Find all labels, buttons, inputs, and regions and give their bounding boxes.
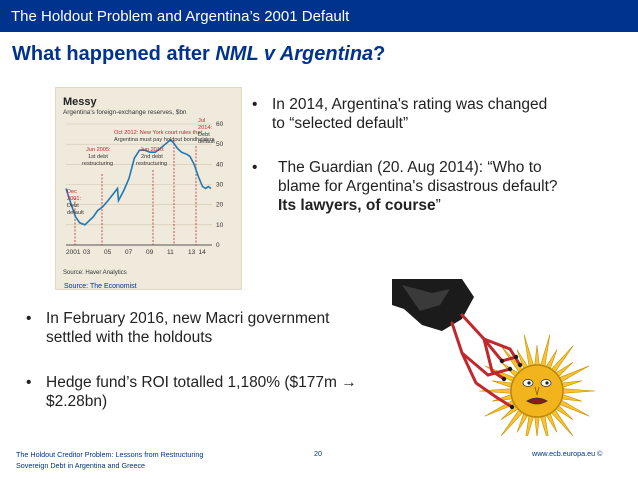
sun-ray xyxy=(540,334,551,367)
y-tick-label: 0 xyxy=(216,242,220,249)
footer-line: The Holdout Creditor Problem: Lessons fr… xyxy=(16,450,204,459)
y-tick-label: 10 xyxy=(216,222,224,229)
jun2005-note-l1: Jun 2005: xyxy=(86,147,111,153)
sun-ray xyxy=(550,409,574,436)
x-tick-label: 05 xyxy=(104,249,112,256)
jun2005-note-l2: 1st debt xyxy=(88,154,108,160)
slide-title-prefix: What happened after xyxy=(12,43,216,65)
dec2001-note-l1: Dec xyxy=(67,189,77,195)
reserves-chart: Messy Argentina's foreign-exchange reser… xyxy=(55,87,242,290)
y-tick-label: 50 xyxy=(216,141,224,148)
dec2001-note-l2: 2001: xyxy=(67,196,81,202)
bullet-text-line: settled with the holdouts xyxy=(46,329,213,346)
jun2010-note-l2: 2nd debt xyxy=(141,154,163,160)
bullet-rating: • In 2014, Argentina's rating was change… xyxy=(252,95,547,133)
sun-pupil-icon xyxy=(527,381,531,385)
jul2014-note-l4: default xyxy=(198,139,215,145)
jun2010-note-l3: restructuring xyxy=(136,161,167,167)
page-number: 20 xyxy=(314,449,322,458)
sun-pupil-icon xyxy=(545,381,549,385)
vulture-talons-icon xyxy=(450,313,522,409)
chart-header: Messy xyxy=(63,96,97,108)
vulture-wing-icon xyxy=(402,285,450,311)
sun-nose-icon xyxy=(534,386,540,396)
footer-left: The Holdout Creditor Problem: Lessons fr… xyxy=(16,449,203,471)
bullet-bold-phrase: Its lawyers, of course xyxy=(278,197,436,214)
y-tick-label: 40 xyxy=(216,161,224,168)
bullet-text-line: blame for Argentina's disastrous default… xyxy=(278,178,558,195)
figure-caption: Source: The Economist xyxy=(64,283,137,290)
slide-title-suffix: ? xyxy=(373,43,386,65)
jul2014-note-l3: Debt xyxy=(198,132,210,138)
bullet-dot: • xyxy=(252,96,258,113)
reserves-series-line xyxy=(65,139,212,226)
jun2010-note-l1: Jun 2010: xyxy=(140,147,165,153)
sun-ray xyxy=(492,380,513,388)
x-tick-label: 11 xyxy=(167,249,174,256)
sun-ray xyxy=(500,409,524,436)
bullet-dot: • xyxy=(26,310,32,327)
vulture-sun-cartoon xyxy=(392,279,596,436)
sun-ray xyxy=(534,344,540,366)
sun-ray xyxy=(550,345,574,373)
y-tick-label: 60 xyxy=(216,121,224,128)
chart-source: Source: Haver Analytics xyxy=(63,270,127,276)
bullet-macri: • In February 2016, new Macri government… xyxy=(26,309,329,347)
bullet-roi: • Hedge fund’s ROI totalled 1,180% ($177… xyxy=(26,373,357,411)
bullet-dot: • xyxy=(252,159,258,176)
header-bar: The Holdout Problem and Argentina’s 2001… xyxy=(0,0,638,32)
bullet-guardian: • The Guardian (20. Aug 2014): “Who to b… xyxy=(252,158,558,215)
x-tick-label: 13 xyxy=(188,249,196,256)
jul2014-note-l2: 2014: xyxy=(198,125,212,131)
sun-mouth-icon xyxy=(526,397,548,405)
oct2012-note-l2: Argentina must pay holdout bondholders xyxy=(114,137,215,143)
x-tick-label: 2001 xyxy=(66,249,81,256)
sun-ray xyxy=(562,388,596,394)
sun-ray xyxy=(523,334,534,367)
bullet-text-line: to “selected default” xyxy=(272,115,409,132)
footer-url: www.ecb.europa.eu © xyxy=(532,449,603,458)
sun-ray xyxy=(561,394,582,402)
sun-face-icon xyxy=(510,364,564,418)
x-tick-label: 03 xyxy=(83,249,91,256)
bullet-text-line: In February 2016, new Macri government xyxy=(46,310,330,327)
dec2001-note-l3: Debt xyxy=(67,203,79,209)
bullet-tail: ” xyxy=(435,197,441,214)
x-tick-label: 09 xyxy=(146,249,154,256)
dec2001-note-l4: default xyxy=(67,210,84,216)
chart-plot: 0 10 20 30 40 50 60 2001 03 05 07 09 11 13 14 Oct 201… xyxy=(65,118,224,256)
bullet-text-line: The Guardian (20. Aug 2014): “Who to xyxy=(278,159,542,176)
bullet-text-line: $2.28bn) xyxy=(46,393,108,410)
y-tick-label: 30 xyxy=(216,182,224,189)
sun-ray xyxy=(534,416,540,436)
jul2014-note-l1: Jul xyxy=(198,118,205,124)
bullet-dot: • xyxy=(26,374,32,391)
talon-claws-icon xyxy=(499,354,523,410)
chart-subtitle: Argentina's foreign-exchange reserves, $… xyxy=(63,109,187,116)
x-tick-label: 14 xyxy=(199,249,207,256)
oct2012-note-l1: Oct 2012: New York court rules that xyxy=(114,130,202,136)
sun-ray xyxy=(561,380,582,388)
bullet-text-line: In 2014, Argentina's rating was changed xyxy=(272,96,548,113)
header-title: The Holdout Problem and Argentina’s 2001… xyxy=(11,8,350,25)
slide-title-emph: NML v Argentina xyxy=(215,43,374,65)
footer-line: Sovereign Debt in Argentina and Greece xyxy=(16,461,146,470)
slide-title: What happened after NML v Argentina? xyxy=(12,43,385,66)
y-tick-label: 20 xyxy=(216,202,224,209)
bullet-text-line: Hedge fund’s ROI totalled 1,180% ($177m … xyxy=(46,374,357,391)
x-tick-label: 07 xyxy=(125,249,133,256)
bullet-text-line: Its lawyers, of course” xyxy=(278,196,558,215)
jun2005-note-l3: restructuring xyxy=(82,161,113,167)
